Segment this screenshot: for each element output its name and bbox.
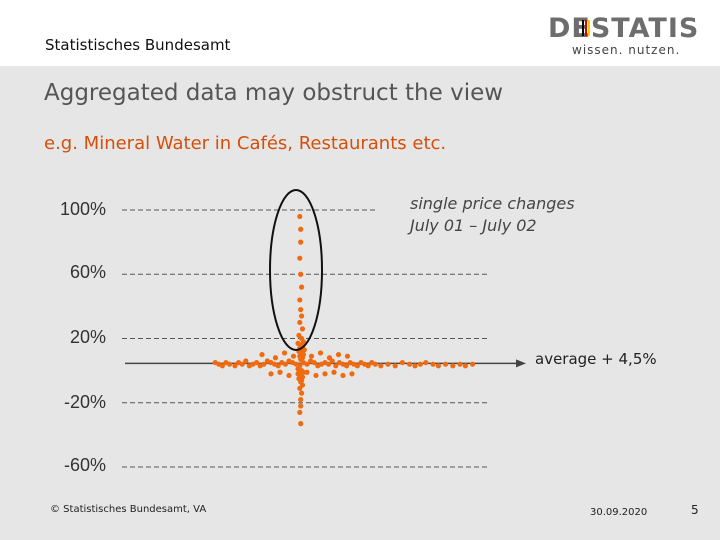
spread-point-56	[450, 363, 456, 369]
spread-point-4	[227, 361, 233, 367]
spread-point-64	[304, 369, 310, 375]
spread-point-47	[392, 363, 398, 369]
spread-point-73	[290, 353, 297, 359]
average-label: average + 4,5%	[535, 350, 657, 368]
spread-point-67	[331, 369, 337, 375]
spread-point-39	[354, 363, 360, 369]
outlier-point-3	[297, 255, 303, 261]
outlier-point-4	[298, 271, 304, 277]
outlier-point-9	[297, 319, 303, 326]
spread-point-17	[275, 363, 281, 369]
logo-tagline: wissen. nutzen.	[572, 43, 681, 57]
outlier-point-38	[297, 409, 303, 415]
spread-point-65	[313, 372, 319, 379]
spread-point-61	[277, 369, 283, 375]
spread-point-62	[286, 372, 292, 379]
spread-point-71	[272, 355, 279, 361]
outlier-point-10	[299, 326, 306, 332]
spread-point-68	[340, 372, 346, 379]
average-arrow-head	[516, 359, 526, 368]
spread-point-66	[322, 371, 328, 377]
outlier-point-37	[298, 403, 304, 409]
slide-header: Statistisches Bundesamt DESTATIS wissen.…	[0, 0, 720, 66]
y-tick-label-minus20: -20%	[63, 392, 106, 412]
spread-point-79	[344, 353, 351, 359]
spread-point-45	[378, 363, 384, 369]
spread-point-78	[335, 351, 342, 358]
spread-point-19	[282, 361, 288, 367]
outlier-point-1	[298, 226, 304, 232]
spread-point-31	[326, 361, 332, 367]
spread-point-8	[243, 358, 249, 364]
org-name: Statistisches Bundesamt	[45, 36, 231, 54]
logo-flag-red	[585, 20, 587, 36]
outlier-point-24	[298, 356, 304, 362]
outlier-point-7	[298, 306, 304, 313]
spread-point-53	[430, 361, 436, 367]
spread-point-33	[333, 363, 339, 369]
spread-point-27	[311, 359, 317, 366]
spread-point-59	[470, 361, 476, 367]
spread-point-55	[443, 361, 449, 367]
spread-point-69	[349, 371, 355, 377]
spread-point-57	[457, 361, 463, 367]
spread-point-11	[254, 359, 260, 366]
spread-point-49	[407, 361, 413, 367]
note-line-1: single price changes	[410, 194, 575, 213]
spread-point-52	[423, 359, 429, 366]
spread-point-13	[261, 361, 267, 367]
outlier-point-35	[299, 390, 305, 396]
slide-subtitle: e.g. Mineral Water in Cafés, Restaurants…	[44, 133, 447, 154]
logo-flag-black	[582, 20, 584, 36]
spread-point-50	[412, 363, 418, 369]
spread-point-2	[219, 363, 225, 369]
outlier-point-2	[298, 239, 304, 245]
outlier-point-8	[299, 313, 305, 319]
spread-point-70	[259, 351, 265, 358]
spread-point-46	[385, 361, 391, 367]
spread-point-54	[435, 363, 441, 369]
y-tick-label-20: 20%	[69, 327, 106, 347]
highlight-ellipse	[269, 189, 323, 351]
spread-point-77	[326, 355, 333, 361]
outlier-point-0	[297, 213, 303, 220]
spread-point-7	[239, 361, 245, 367]
page-number: 5	[691, 503, 699, 517]
outlier-point-5	[299, 284, 305, 290]
logo-wordmark: DESTATIS	[548, 13, 700, 44]
outlier-point-39	[298, 421, 304, 427]
slide-title: Aggregated data may obstruct the view	[44, 80, 504, 106]
spread-point-42	[365, 363, 371, 369]
note-line-2: July 01 – July 02	[410, 216, 537, 235]
spread-point-72	[281, 350, 288, 356]
spread-point-58	[462, 363, 468, 369]
y-tick-label-100: 100%	[59, 199, 106, 219]
spread-point-60	[268, 371, 274, 377]
y-tick-label-60: 60%	[69, 262, 106, 282]
spread-point-48	[399, 359, 405, 366]
spread-point-51	[417, 361, 423, 367]
footer-date: 30.09.2020	[590, 507, 648, 518]
single-price-note: single price changes July 01 – July 02	[410, 193, 575, 237]
footer-copyright: © Statistisches Bundesamt, VA	[50, 504, 207, 515]
spread-point-44	[372, 361, 378, 367]
y-tick-label-minus60: -60%	[63, 455, 106, 475]
spread-point-36	[344, 363, 350, 369]
outlier-point-6	[297, 297, 303, 303]
destatis-logo: DESTATIS wissen. nutzen.	[548, 13, 700, 58]
outlier-point-36	[298, 396, 304, 403]
spread-point-75	[308, 353, 315, 359]
spread-point-76	[317, 350, 324, 356]
spread-point-25	[304, 361, 310, 367]
logo-flag-gold	[588, 20, 590, 36]
outlier-point-34	[297, 385, 303, 391]
slide-body	[0, 66, 720, 540]
spread-point-5	[232, 363, 238, 369]
